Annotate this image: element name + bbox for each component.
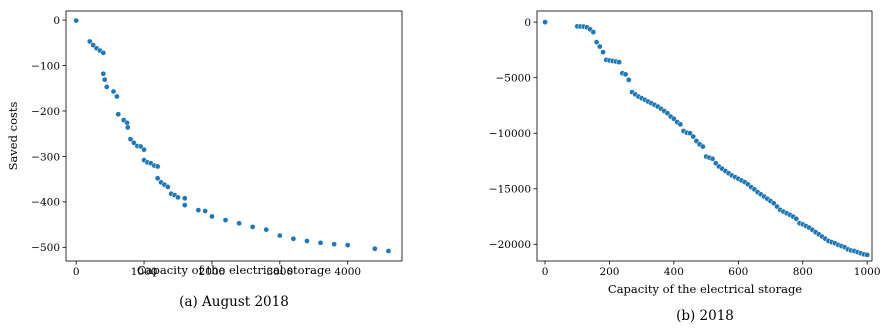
x-tick-label: 800 [793,266,813,278]
data-point [181,202,188,208]
data-point [600,49,606,55]
y-axis-label: Saved costs [6,101,20,170]
y-tick-label: −400 [31,197,60,209]
data-point [793,215,800,222]
data-point [344,242,351,248]
data-point [101,76,108,83]
data-point [100,49,107,56]
data-point [103,84,110,90]
data-point [616,59,622,65]
x-tick-label: 400 [664,266,684,278]
data-point [385,248,392,254]
data-point [195,207,202,213]
data-point [622,71,629,78]
data-point [115,111,122,118]
data-point [222,217,229,223]
data-point [371,245,378,252]
data-point [209,213,215,220]
x-axis-label: Capacity of the electrical storage [137,263,331,277]
x-tick-label: 2000 [199,266,226,278]
data-point [86,38,93,45]
x-tick-label: 0 [542,266,549,278]
data-point [154,163,161,170]
subplot-caption: (b) 2018 [676,308,734,324]
subplot-2018: 0 200 400 600 800 1000 0 −5000 −10000 −15000 −2000… [489,10,881,324]
data-point [690,133,697,140]
y-tick-label: 0 [524,17,531,29]
x-tick-label: 1000 [854,266,881,278]
data-point [175,194,181,201]
y-tick-label: −100 [31,60,60,72]
data-point [290,235,297,242]
data-point [590,29,597,35]
data-point [114,93,120,100]
y-tick-label: −5000 [495,72,531,84]
data-point [100,70,107,77]
data-point [249,224,256,230]
data-point [124,124,131,131]
data-point [700,143,706,150]
axis-ticks: 0 1000 2000 3000 4000 0 −100 −200 −300 −400 −500 [31,15,361,278]
x-tick-label: 4000 [334,266,361,278]
data-point [542,19,548,25]
data-point [709,155,716,162]
data-point [304,238,310,244]
x-tick-label: 0 [73,266,80,278]
x-tick-label: 3000 [266,266,293,278]
x-tick-label: 200 [599,266,619,278]
axis-ticks: 0 200 400 600 800 1000 0 −5000 −10000 −15000 −2000… [489,17,881,278]
y-tick-label: −300 [31,151,60,163]
subplot-caption: (a) August 2018 [179,294,289,310]
scatter-points [73,17,392,254]
y-tick-label: −200 [31,106,60,118]
y-tick-label: −10000 [489,128,531,140]
data-point [154,175,161,182]
y-tick-label: −20000 [489,239,531,251]
plot-frame [536,10,873,262]
y-tick-label: −500 [31,242,60,254]
data-point [141,146,147,153]
data-point [864,252,871,258]
plot-frame [65,10,403,262]
data-point [625,77,632,83]
data-point [276,232,283,239]
x-tick-label: 1000 [131,266,158,278]
data-point [263,226,270,233]
data-point [127,136,134,143]
data-point [181,195,188,202]
y-tick-label: −15000 [489,184,531,196]
data-point [593,39,600,45]
data-point [677,121,684,128]
x-axis-label: Capacity of the electrical storage [608,282,802,296]
scatter-points [542,19,871,258]
data-point [164,184,171,190]
data-point [202,208,209,214]
data-point [331,241,337,248]
data-point [317,239,324,246]
subplot-august-2018: 0 1000 2000 3000 4000 0 −100 −200 −300 −400 −500 C… [6,10,403,310]
data-point [110,88,117,95]
data-point [73,17,80,24]
data-point [236,220,242,227]
y-tick-label: 0 [53,15,60,27]
x-tick-label: 600 [728,266,748,278]
data-point [596,43,603,50]
